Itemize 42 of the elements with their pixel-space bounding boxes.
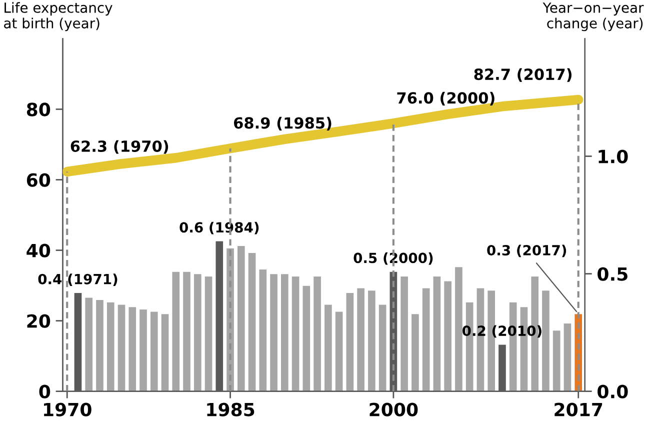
bar	[552, 330, 562, 392]
data-label: 82.7 (2017)	[474, 68, 572, 82]
bar	[106, 302, 116, 392]
x-tick-label: 2017	[554, 402, 602, 416]
bar	[378, 304, 388, 392]
x-tick-label: 1970	[44, 402, 92, 416]
y-tick-label: 20	[27, 314, 50, 328]
data-label: 0.5 (2000)	[354, 252, 433, 265]
y-tick-label: 60	[26, 173, 50, 187]
bar	[117, 304, 126, 392]
y-tick-label: 40	[26, 244, 50, 258]
bar	[334, 310, 344, 392]
data-label: 0.2 (2010)	[462, 325, 542, 338]
data-label: 0.3 (2017)	[487, 244, 566, 258]
bar	[150, 310, 159, 392]
data-label: 76.0 (2000)	[397, 92, 494, 106]
bar	[160, 313, 170, 392]
y2-tick-label: 0.0	[598, 384, 628, 398]
y-tick-label: 0	[39, 384, 50, 398]
bar	[432, 276, 442, 392]
data-label: 0.4 (1971)	[38, 274, 118, 286]
bar	[248, 252, 257, 392]
bar	[138, 308, 148, 392]
y-axis-title: Life expectancy at birth (year)	[4, 2, 112, 32]
bar	[302, 285, 311, 392]
data-label: 0.6 (1984)	[180, 222, 259, 234]
data-label: 62.3 (1970)	[70, 140, 168, 154]
y2-tick-label: 1.0	[598, 150, 628, 164]
bar	[171, 270, 180, 392]
bar	[345, 292, 354, 392]
x-tick-label: 2000	[370, 402, 418, 416]
bar	[562, 322, 572, 392]
bar	[291, 276, 300, 392]
data-label: 68.9 (1985)	[234, 116, 332, 131]
bar	[204, 276, 214, 392]
bar	[128, 306, 137, 392]
x-tick-label: 1985	[207, 402, 254, 416]
y-tick-label: 80	[26, 102, 50, 116]
y2-axis-title: Year−on−year change (year)	[542, 2, 644, 32]
y2-tick-label: 0.5	[598, 267, 628, 281]
bar	[258, 268, 268, 392]
bar	[422, 287, 431, 392]
